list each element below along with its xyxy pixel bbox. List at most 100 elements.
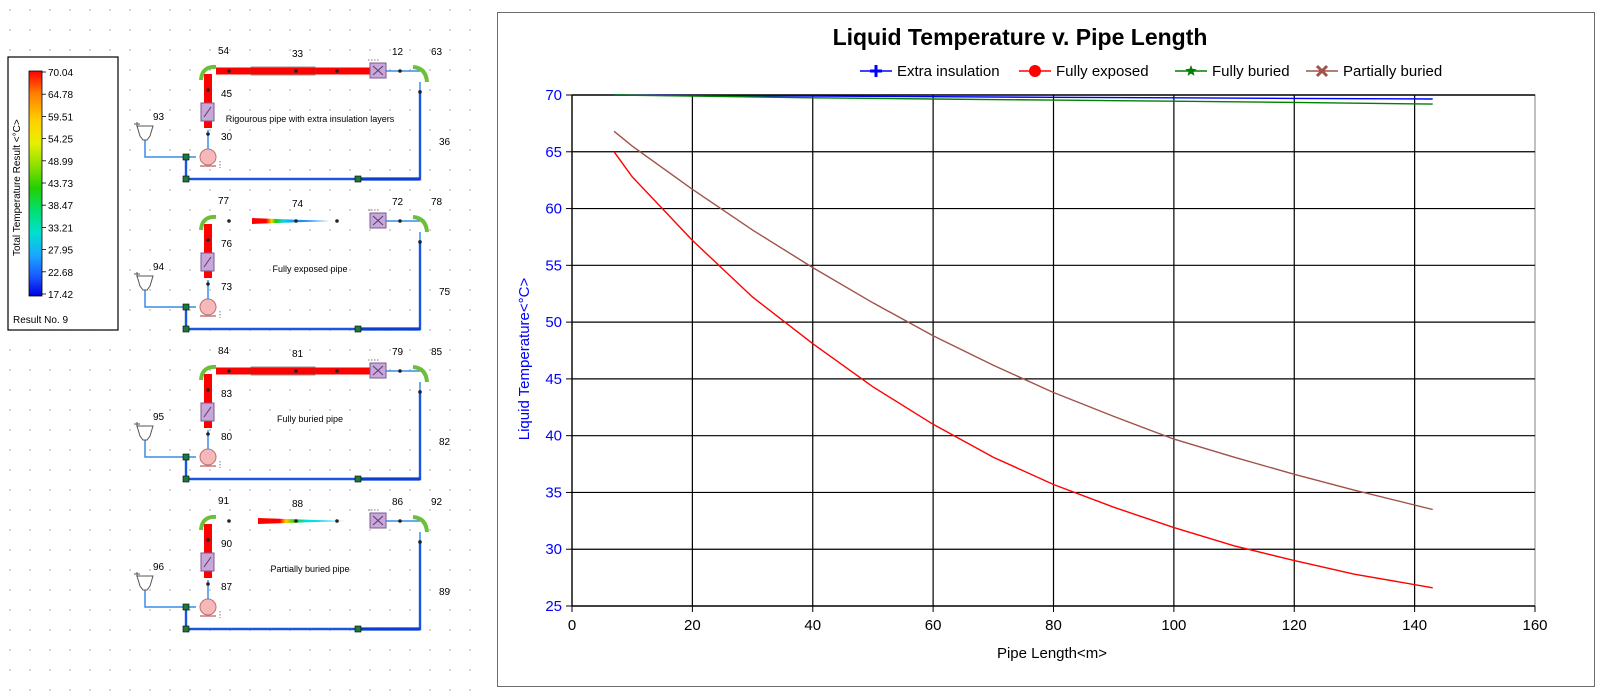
network-note: Fully buried pipe	[277, 414, 343, 424]
y-tick-label: 40	[545, 428, 562, 445]
source-id-label: 95	[153, 412, 165, 423]
chart-legend: Extra insulation Fully exposed Fully burie…	[860, 63, 1442, 80]
bend-icon[interactable]	[199, 64, 217, 81]
bend-icon[interactable]	[412, 215, 429, 233]
y-tick-label: 55	[545, 257, 562, 274]
legend-label: Fully buried	[1212, 63, 1290, 80]
legend-item: Extra insulation	[860, 63, 1000, 80]
legend-label: Partially buried	[1343, 63, 1442, 80]
bend-right-id-label: 85	[431, 347, 443, 358]
y-tick-label: 30	[545, 541, 562, 558]
legend-label: Fully exposed	[1056, 63, 1149, 80]
heat-exchanger-icon[interactable]	[368, 59, 387, 79]
heat-exchanger-icon[interactable]	[368, 209, 387, 229]
pipe-network[interactable]: 94 73 76 77 74 72 78 75 Fully exposed pipe	[134, 196, 451, 333]
legend-marker-plus-icon	[870, 65, 882, 77]
bend-top-id-label: 77	[218, 196, 230, 207]
return-id-label: 75	[439, 287, 451, 298]
riser-id-label: 83	[221, 389, 233, 400]
legend-value: 64.78	[48, 90, 73, 101]
bend-icon[interactable]	[412, 515, 429, 533]
y-tick-label: 35	[545, 484, 562, 501]
heat-exchanger-icon[interactable]	[368, 359, 387, 379]
flowsheet-canvas[interactable]: Total Temperature Result <°C> 70.04 64.78…	[0, 0, 480, 695]
riser-id-label: 76	[221, 239, 233, 250]
legend-value: 38.47	[48, 201, 73, 212]
bend-icon[interactable]	[199, 214, 217, 231]
feed-pipe[interactable]	[144, 590, 196, 608]
bend-icon[interactable]	[412, 365, 429, 383]
bend-top-id-label: 54	[218, 46, 230, 57]
valve-icon[interactable]	[200, 102, 215, 122]
feed-pipe[interactable]	[144, 140, 196, 158]
return-pipe[interactable]	[184, 240, 422, 331]
x-tick-label: 80	[1045, 617, 1062, 634]
heat-exchanger-id-label: 86	[392, 497, 404, 508]
heat-exchanger-id-label: 12	[392, 47, 404, 58]
x-tick-label: 160	[1522, 617, 1547, 634]
y-tick-label: 60	[545, 201, 562, 218]
pipe-network[interactable]: 95 80 83 84 81 79 85 82 Fully buried pipe	[134, 346, 451, 483]
network-note: Fully exposed pipe	[272, 264, 347, 274]
bend-right-id-label: 78	[431, 197, 443, 208]
tank-icon[interactable]	[134, 572, 154, 591]
y-tick-label: 25	[545, 598, 562, 615]
series-line-fully-buried	[614, 94, 1433, 105]
y-tick-label: 50	[545, 314, 562, 331]
pipe-id-label: 81	[292, 349, 304, 360]
x-axis-label: Pipe Length<m>	[997, 645, 1107, 662]
legend-label: Extra insulation	[897, 63, 1000, 80]
return-pipe[interactable]	[184, 540, 422, 631]
legend-item: Partially buried	[1306, 63, 1442, 80]
pipe-network[interactable]: 93 30 45 54 33 12 63 36 Rigourous pipe with extr…	[134, 46, 451, 183]
return-id-label: 89	[439, 587, 451, 598]
pipe-id-label: 33	[292, 49, 304, 60]
legend-item: Fully exposed	[1019, 63, 1149, 80]
y-axis-label: Liquid Temperature<°C>	[516, 278, 533, 441]
source-id-label: 93	[153, 112, 165, 123]
plot-area: 25 30 35 40 45 50 55 60 65 70 0 20 40 60 80 100 120 140 16…	[545, 87, 1547, 634]
chart-title: Liquid Temperature v. Pipe Length	[833, 24, 1208, 50]
valve-icon[interactable]	[200, 552, 215, 572]
pump-icon[interactable]	[199, 598, 221, 618]
bend-icon[interactable]	[412, 65, 429, 83]
legend-item: Fully buried	[1175, 63, 1290, 80]
feed-pipe[interactable]	[144, 440, 196, 458]
pump-icon[interactable]	[199, 298, 221, 318]
legend-result-number: Result No. 9	[13, 315, 68, 326]
return-id-label: 82	[439, 437, 451, 448]
legend-title: Total Temperature Result <°C>	[12, 119, 23, 256]
temperature-legend: Total Temperature Result <°C> 70.04 64.78…	[7, 56, 119, 331]
source-id-label: 94	[153, 262, 165, 273]
source-id-label: 96	[153, 562, 165, 573]
valve-icon[interactable]	[200, 402, 215, 422]
bend-icon[interactable]	[199, 364, 217, 381]
tank-icon[interactable]	[134, 122, 154, 141]
legend-value: 43.73	[48, 179, 73, 190]
y-tick-label: 70	[545, 87, 562, 104]
legend-value: 54.25	[48, 135, 73, 146]
legend-value: 33.21	[48, 223, 73, 234]
network-note: Partially buried pipe	[270, 564, 349, 574]
feed-pipe[interactable]	[144, 290, 196, 308]
return-pipe[interactable]	[184, 390, 422, 481]
x-tick-label: 100	[1161, 617, 1186, 634]
y-tick-label: 65	[545, 144, 562, 161]
bend-top-id-label: 91	[218, 496, 230, 507]
legend-value: 48.99	[48, 157, 73, 168]
riser-id-label: 45	[221, 89, 233, 100]
heat-exchanger-icon[interactable]	[368, 509, 387, 529]
legend-value: 70.04	[48, 68, 73, 79]
pump-id-label: 80	[221, 432, 233, 443]
pipe-id-label: 74	[292, 199, 304, 210]
tank-icon[interactable]	[134, 422, 154, 441]
series-line-partially-buried	[613, 130, 1433, 511]
x-tick-label: 140	[1402, 617, 1427, 634]
tank-icon[interactable]	[134, 272, 154, 291]
return-pipe[interactable]	[184, 90, 422, 181]
valve-icon[interactable]	[200, 252, 215, 272]
heat-exchanger-id-label: 72	[392, 197, 404, 208]
bend-icon[interactable]	[199, 514, 217, 531]
pipe-network[interactable]: 96 87 90 91 88 86 92 89 Partially buried pipe	[134, 496, 451, 633]
legend-marker-star-icon	[1185, 65, 1197, 76]
